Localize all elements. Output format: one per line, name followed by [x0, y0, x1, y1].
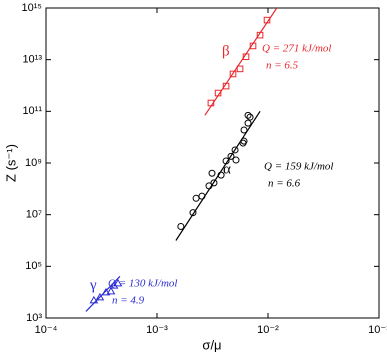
marker [214, 89, 222, 97]
fit-line [204, 8, 278, 116]
marker [109, 281, 119, 289]
marker [236, 65, 244, 73]
marker [101, 287, 111, 296]
annotation: n = 6.5 [266, 60, 299, 72]
annotation: Q = 271 kJ/mol [262, 43, 331, 55]
y-tick-label: 10¹¹ [22, 105, 42, 117]
marker [177, 222, 185, 230]
marker [229, 70, 237, 78]
x-tick-label: 10⁻³ [146, 324, 168, 336]
marker [256, 31, 264, 39]
marker [207, 99, 215, 107]
marker [89, 295, 99, 304]
annotation: n = 6.6 [268, 178, 301, 190]
x-tick-label: 10⁻⁴ [35, 324, 58, 336]
marker [244, 119, 252, 127]
series-label: α [223, 161, 231, 177]
annotation: n = 4.9 [112, 295, 145, 307]
marker [231, 146, 239, 154]
y-tick-label: 10³ [26, 312, 42, 324]
marker [217, 171, 225, 179]
marker [242, 53, 250, 61]
marker [240, 137, 248, 145]
series-label: γ [89, 277, 97, 293]
marker [205, 182, 213, 190]
marker [246, 113, 254, 121]
marker [208, 169, 216, 177]
marker [192, 194, 200, 202]
marker [227, 152, 235, 160]
annotation: Q = 159 kJ/mol [264, 161, 333, 173]
marker [240, 126, 248, 134]
y-tick-label: 10¹⁵ [22, 2, 42, 14]
y-tick-label: 10⁷ [26, 209, 42, 221]
marker [198, 192, 206, 200]
marker [232, 156, 240, 164]
y-tick-label: 10¹³ [22, 54, 42, 66]
y-axis-label: Z (s⁻¹) [3, 144, 18, 182]
x-tick-label: 10⁻¹ [368, 324, 387, 336]
y-tick-label: 10⁹ [25, 157, 42, 169]
x-axis-label: σ/μ [202, 337, 221, 352]
annotation: Q = 130 kJ/mol [108, 278, 177, 290]
marker [95, 292, 105, 301]
marker [189, 209, 197, 217]
marker [263, 16, 271, 24]
marker [210, 179, 218, 187]
marker [222, 157, 230, 165]
marker [249, 42, 257, 50]
series-label: β [222, 43, 230, 59]
marker [106, 286, 116, 295]
marker [244, 111, 252, 119]
x-tick-label: 10⁻² [257, 324, 279, 336]
y-tick-label: 10⁵ [25, 260, 42, 272]
marker [113, 278, 123, 287]
marker [222, 82, 230, 90]
